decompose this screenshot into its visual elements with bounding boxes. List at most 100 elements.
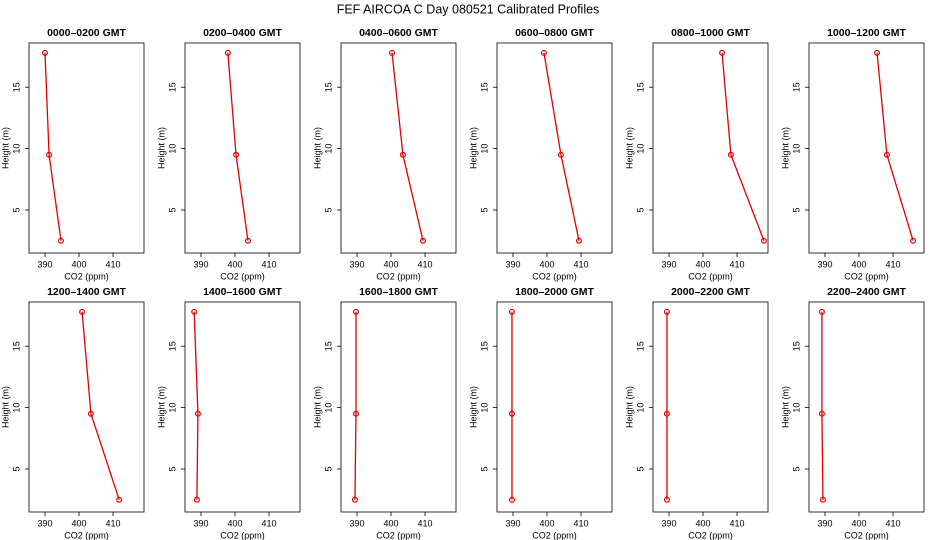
- plot-frame: [496, 42, 613, 254]
- plot-frame: [808, 301, 925, 513]
- point: [818, 308, 825, 315]
- y-tick-label: 10: [167, 403, 177, 413]
- y-tick-label: 5: [167, 467, 177, 472]
- x-tick-label: 390: [505, 518, 520, 528]
- y-tick-label: 5: [11, 208, 21, 213]
- x-tick-label: 410: [418, 259, 433, 269]
- point: [224, 49, 231, 56]
- y-axis-label: Height (m): [0, 386, 10, 428]
- point: [46, 151, 53, 158]
- y-tick-label: 10: [479, 403, 489, 413]
- panel-title: 0800–1000 GMT: [671, 27, 750, 39]
- x-tick-label: 410: [262, 259, 277, 269]
- point: [663, 496, 670, 503]
- x-tick-label: 410: [730, 518, 745, 528]
- x-tick-label: 410: [106, 518, 121, 528]
- x-tick-label: 400: [539, 259, 554, 269]
- panel: 0600–0800 GMT 390 400 410 5 10 15 CO2 (ppm) Heig…: [468, 27, 613, 281]
- x-tick-label: 410: [106, 259, 121, 269]
- y-tick-label: 10: [323, 144, 333, 154]
- profile-line: [193, 311, 199, 500]
- panel: 0400–0600 GMT 390 400 410 5 10 15 CO2 (ppm) Heig…: [312, 27, 457, 281]
- point: [41, 49, 48, 56]
- x-tick-label: 400: [851, 518, 866, 528]
- profile-line: [81, 311, 120, 500]
- plot-frame: [184, 42, 301, 254]
- panel: 2000–2200 GMT 390 400 410 5 10 15 CO2 (ppm) Heig…: [624, 286, 769, 540]
- y-tick-label: 5: [11, 467, 21, 472]
- x-tick-label: 410: [574, 518, 589, 528]
- y-tick-label: 15: [323, 341, 333, 351]
- y-tick-label: 5: [635, 208, 645, 213]
- y-tick-label: 15: [791, 82, 801, 92]
- y-axis-label: Height (m): [780, 127, 790, 169]
- x-tick-label: 390: [817, 259, 832, 269]
- point: [727, 151, 734, 158]
- x-tick-label: 400: [227, 518, 242, 528]
- x-tick-label: 410: [730, 259, 745, 269]
- chart-title: FEF AIRCOA C Day 080521 Calibrated Profi…: [337, 2, 600, 16]
- plot-frame: [652, 301, 769, 513]
- panel: 0200–0400 GMT 390 400 410 5 10 15 CO2 (ppm) Heig…: [156, 27, 301, 281]
- point: [818, 410, 825, 417]
- x-axis-label: CO2 (ppm): [688, 530, 733, 540]
- point: [508, 308, 515, 315]
- plot-frame: [28, 301, 145, 513]
- profile-line: [391, 52, 424, 241]
- x-tick-label: 390: [505, 259, 520, 269]
- panel-title: 0200–0400 GMT: [203, 27, 282, 39]
- point: [760, 237, 767, 244]
- profile-line: [227, 52, 249, 241]
- plot-frame: [184, 301, 301, 513]
- y-axis-label: Height (m): [624, 127, 634, 169]
- panel: 2200–2400 GMT 390 400 410 5 10 15 CO2 (ppm) Heig…: [780, 286, 925, 540]
- panel-title: 2000–2200 GMT: [671, 286, 750, 298]
- point: [540, 49, 547, 56]
- y-tick-label: 15: [479, 82, 489, 92]
- point: [191, 308, 198, 315]
- panel-title: 2200–2400 GMT: [827, 286, 906, 298]
- panel: 1200–1400 GMT 390 400 410 5 10 15 CO2 (ppm) Heig…: [0, 286, 145, 540]
- panel-title: 1800–2000 GMT: [515, 286, 594, 298]
- point: [719, 49, 726, 56]
- x-tick-label: 400: [227, 259, 242, 269]
- point: [87, 410, 94, 417]
- point: [399, 151, 406, 158]
- y-tick-label: 15: [11, 82, 21, 92]
- y-axis-label: Height (m): [780, 386, 790, 428]
- x-axis-label: CO2 (ppm): [532, 530, 577, 540]
- panel: 1800–2000 GMT 390 400 410 5 10 15 CO2 (ppm) Heig…: [468, 286, 613, 540]
- x-tick-label: 400: [851, 259, 866, 269]
- point: [508, 410, 515, 417]
- x-axis-label: CO2 (ppm): [220, 530, 265, 540]
- x-tick-label: 400: [695, 518, 710, 528]
- point: [389, 49, 396, 56]
- y-tick-label: 10: [323, 403, 333, 413]
- y-tick-label: 10: [635, 144, 645, 154]
- panel: 0000–0200 GMT 390 400 410 5 10 15 CO2 (ppm) Heig…: [0, 27, 145, 281]
- y-tick-label: 5: [479, 208, 489, 213]
- x-axis-label: CO2 (ppm): [532, 271, 577, 281]
- point: [575, 237, 582, 244]
- x-tick-label: 390: [817, 518, 832, 528]
- point: [352, 308, 359, 315]
- y-tick-label: 10: [791, 144, 801, 154]
- plot-frame: [496, 301, 613, 513]
- x-axis-label: CO2 (ppm): [376, 271, 421, 281]
- profile-line: [354, 311, 357, 500]
- plot-frame: [340, 301, 457, 513]
- y-axis-label: Height (m): [468, 386, 478, 428]
- y-axis-label: Height (m): [156, 386, 166, 428]
- y-tick-label: 5: [791, 208, 801, 213]
- y-axis-label: Height (m): [0, 127, 10, 169]
- point: [116, 496, 123, 503]
- y-tick-label: 10: [167, 144, 177, 154]
- x-tick-label: 400: [71, 259, 86, 269]
- panel-title: 1400–1600 GMT: [203, 286, 282, 298]
- x-tick-label: 410: [574, 259, 589, 269]
- plot-frame: [340, 42, 457, 254]
- x-tick-label: 410: [886, 518, 901, 528]
- panel-title: 1200–1400 GMT: [47, 286, 126, 298]
- point: [663, 410, 670, 417]
- y-tick-label: 10: [479, 144, 489, 154]
